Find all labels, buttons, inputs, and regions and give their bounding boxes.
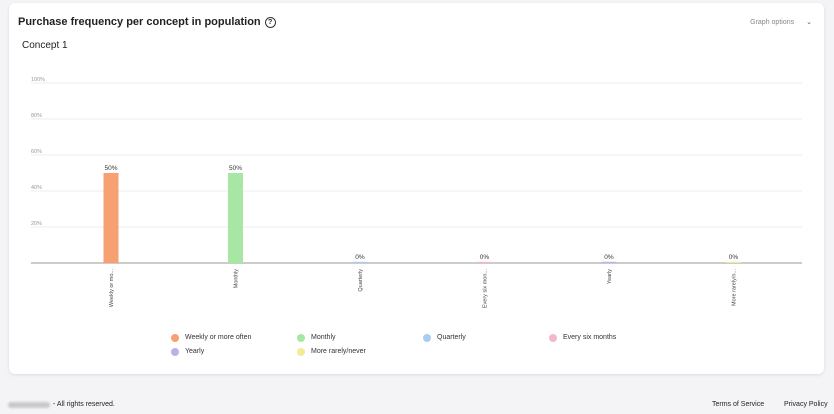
legend-label: Every six months <box>563 334 617 341</box>
card-title: Purchase frequency per concept in popula… <box>18 16 276 28</box>
bar-value-label: 0% <box>604 254 614 261</box>
bar-chart: 20% 40% 60% 80% 100% 50% Weekly or mo... 50% Mon… <box>31 77 802 309</box>
legend-item[interactable]: Every six months <box>549 333 675 342</box>
legend-swatch <box>171 333 179 342</box>
bar-value-label: 50% <box>229 165 242 172</box>
category-label: Monthly <box>234 269 240 289</box>
company-name-redacted <box>8 401 50 408</box>
card-title-text: Purchase frequency per concept in popula… <box>18 16 261 28</box>
bar <box>228 173 243 263</box>
chart-legend: Weekly or more often Monthly Quarterly Ever… <box>171 333 691 356</box>
legend-item[interactable]: Yearly <box>171 347 297 356</box>
y-tick-label: 20% <box>31 221 42 227</box>
legend-label: Yearly <box>185 348 205 355</box>
legend-label: Weekly or more often <box>185 334 252 341</box>
chevron-down-icon: ⌄ <box>806 19 812 26</box>
y-tick-label: 40% <box>31 185 42 191</box>
bar <box>726 261 741 263</box>
legend-item[interactable]: More rarely/never <box>297 347 423 356</box>
legend-swatch <box>297 347 305 356</box>
legend-item[interactable]: Monthly <box>297 333 423 342</box>
bar-value-label: 50% <box>104 165 117 172</box>
graph-options-button[interactable]: Graph options ⌄ <box>750 18 812 27</box>
bar <box>601 261 617 263</box>
graph-options-label: Graph options <box>750 18 795 26</box>
y-tick-label: 100% <box>31 77 45 83</box>
category-label: Quarterly <box>358 269 364 292</box>
category-label: Every six mon... <box>483 269 489 309</box>
question-circle-icon[interactable]: ? <box>264 16 276 28</box>
legend-swatch <box>549 333 557 342</box>
legend-item[interactable]: Weekly or more often <box>171 333 297 342</box>
privacy-policy-link[interactable]: Privacy Policy <box>784 401 828 408</box>
legend-swatch <box>423 333 431 342</box>
copyright-text: - All rights reserved. <box>53 401 115 408</box>
chart-card: Purchase frequency per concept in popula… <box>9 3 824 374</box>
legend-label: Monthly <box>311 334 336 341</box>
legend-swatch <box>171 347 179 356</box>
bar-value-label: 0% <box>355 254 365 261</box>
bar-value-label: 0% <box>480 254 490 261</box>
bar-value-label: 0% <box>729 254 739 261</box>
legend-label: Quarterly <box>437 334 466 341</box>
bar <box>477 261 492 263</box>
bar <box>352 261 368 263</box>
legend-label: More rarely/never <box>311 348 366 355</box>
legend-swatch <box>297 333 305 342</box>
bar <box>103 173 119 263</box>
terms-of-service-link[interactable]: Terms of Service <box>712 401 765 408</box>
concept-title: Concept 1 <box>22 40 68 51</box>
page-footer: - All rights reserved. Terms of Service … <box>0 396 834 414</box>
category-label: Weekly or mo... <box>109 269 115 308</box>
y-tick-label: 60% <box>31 149 42 155</box>
y-tick-label: 80% <box>31 113 42 119</box>
legend-item[interactable]: Quarterly <box>423 333 549 342</box>
category-label: Yearly <box>607 269 613 284</box>
copyright: - All rights reserved. <box>8 401 115 408</box>
category-label: More rarely/n... <box>732 269 738 306</box>
